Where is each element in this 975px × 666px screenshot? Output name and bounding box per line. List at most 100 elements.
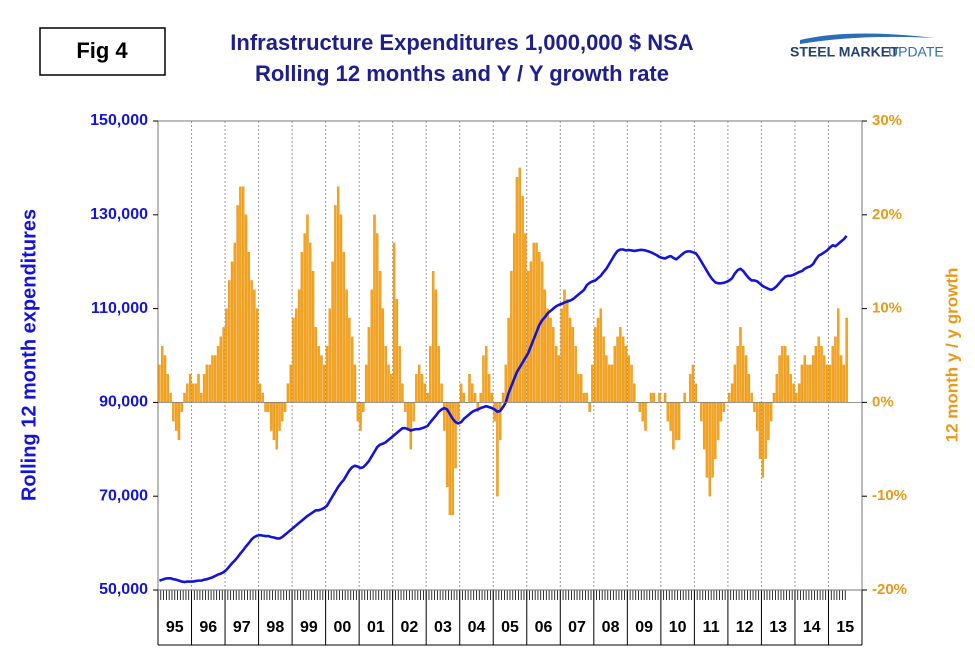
bar <box>462 392 466 403</box>
logo-swoosh <box>800 33 935 44</box>
bar <box>426 392 429 403</box>
bar <box>797 383 801 403</box>
bar <box>825 364 829 403</box>
bar <box>714 402 717 459</box>
bar <box>208 364 211 403</box>
bar <box>719 402 723 422</box>
bar <box>197 374 200 403</box>
bar <box>588 402 591 412</box>
bar <box>568 317 572 403</box>
bar <box>174 402 178 431</box>
bar <box>216 345 220 403</box>
y-tick-label: 90,000 <box>99 394 148 411</box>
bar <box>311 270 315 403</box>
bar <box>691 364 695 403</box>
y-tick-label: 130,000 <box>90 206 148 223</box>
bar <box>342 252 345 403</box>
bar <box>406 402 410 431</box>
x-tick-label: 12 <box>736 619 754 636</box>
x-tick-label: 06 <box>535 619 553 636</box>
bar <box>722 402 725 412</box>
bar <box>186 383 189 403</box>
bar <box>253 289 256 403</box>
bar <box>158 364 161 403</box>
bar <box>783 345 787 403</box>
bar <box>767 402 770 441</box>
chart-subtitle: Rolling 12 months and Y / Y growth rate <box>255 61 669 86</box>
bar <box>398 345 401 403</box>
bar <box>264 402 267 412</box>
bar <box>602 336 605 403</box>
bar <box>694 383 697 403</box>
bar <box>672 402 675 450</box>
bar <box>688 374 692 403</box>
y2-tick-label: 0% <box>872 393 894 410</box>
bar <box>792 383 795 403</box>
bar <box>300 252 304 403</box>
bar <box>180 402 183 412</box>
bar <box>644 402 647 431</box>
bar <box>786 355 790 403</box>
bar <box>591 364 594 403</box>
x-tick-label: 05 <box>501 619 519 636</box>
bar <box>384 345 387 403</box>
bar <box>225 308 228 403</box>
bar <box>370 289 373 403</box>
bar <box>795 392 798 403</box>
bar <box>325 345 329 403</box>
y-tick-label: 50,000 <box>99 581 148 598</box>
x-tick-label: 09 <box>635 619 653 636</box>
x-tick-label: 96 <box>199 619 217 636</box>
bar <box>730 383 734 403</box>
bar <box>431 270 435 403</box>
bar <box>395 299 399 403</box>
bar <box>736 345 739 403</box>
bar <box>353 364 357 403</box>
bar <box>482 355 485 403</box>
bar <box>526 270 530 403</box>
bar <box>348 317 351 403</box>
bar <box>683 392 686 403</box>
y-tick-label: 110,000 <box>91 300 148 317</box>
bar <box>269 402 273 431</box>
bar <box>630 364 633 403</box>
bar <box>356 402 359 422</box>
bar <box>546 308 549 403</box>
bar <box>532 242 535 403</box>
bar <box>211 355 214 403</box>
bar <box>742 345 745 403</box>
bar <box>803 355 806 403</box>
bar <box>183 392 186 403</box>
x-tick-label: 14 <box>803 619 821 636</box>
bar <box>473 392 477 403</box>
bar <box>610 364 614 403</box>
bar <box>191 383 195 403</box>
x-tick-label: 98 <box>266 619 284 636</box>
x-tick-label: 95 <box>166 619 184 636</box>
bar <box>831 345 834 403</box>
bar <box>593 327 597 403</box>
bar <box>233 242 237 403</box>
bar <box>205 364 209 403</box>
bar <box>666 402 670 422</box>
bar <box>613 345 616 403</box>
bar <box>638 402 642 412</box>
bar <box>585 392 589 403</box>
bar <box>571 327 575 403</box>
bar <box>468 374 471 403</box>
bar <box>769 402 773 422</box>
bar <box>728 392 731 403</box>
bar <box>599 308 603 403</box>
bar <box>275 402 278 450</box>
bar <box>350 336 354 403</box>
bar <box>278 402 281 431</box>
bar <box>283 402 287 412</box>
x-tick-label: 01 <box>367 619 385 636</box>
bar <box>320 355 323 403</box>
bar <box>359 402 362 431</box>
y2-axis-label: 12 month y / y growth <box>942 268 961 443</box>
bar <box>317 345 320 403</box>
bar <box>423 383 427 403</box>
y2-tick-label: 10% <box>872 300 902 317</box>
bar <box>267 402 270 412</box>
